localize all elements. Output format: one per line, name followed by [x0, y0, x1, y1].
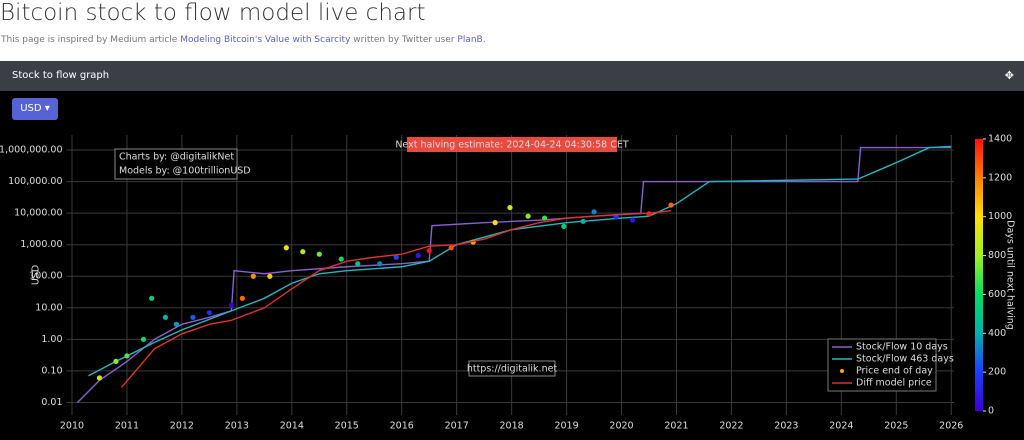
price-point [124, 353, 130, 359]
expand-icon[interactable]: ✥ [1004, 69, 1014, 82]
x-tick-label: 2026 [939, 421, 963, 432]
price-point [507, 204, 513, 211]
price-point [190, 314, 196, 320]
price-point [591, 209, 597, 215]
y-axis-label: USD [31, 265, 42, 285]
annotation-box [407, 137, 617, 152]
colorbar-title: Days until next halving [1005, 220, 1016, 330]
text: written by Twitter user [350, 35, 458, 45]
legend-label: Stock/Flow 10 days [856, 342, 948, 353]
chart: 0.01 0.10 1.00 10.00 100.00 1,000.00 10,000.00… [0, 134, 1016, 432]
colorbar-tick-label: 0 [988, 406, 994, 417]
price-point [492, 220, 498, 226]
y-tick-label: 10,000.00 [14, 208, 62, 219]
price-point [173, 321, 180, 327]
price-point [580, 218, 586, 224]
x-tick-label: 2021 [664, 421, 688, 432]
colorbar-tick-label: 1200 [988, 172, 1012, 183]
annotation: Charts by: @digitalikNet [119, 152, 234, 163]
price-point [149, 295, 155, 301]
x-tick-label: 2025 [884, 421, 908, 432]
price-point [140, 336, 147, 342]
x-tick-label: 2019 [554, 421, 578, 432]
price-point [561, 223, 567, 230]
price-point [96, 375, 103, 381]
annotation: https://digitalik.net [467, 364, 558, 375]
price-point [316, 251, 322, 257]
y-tick-label: 1.00 [41, 334, 62, 345]
price-point [162, 314, 169, 320]
x-tick-label: 2018 [500, 421, 524, 432]
price-point [338, 256, 344, 262]
colorbar-tick-label: 400 [988, 328, 1006, 339]
price-point [629, 217, 636, 223]
panel-title: Stock to flow graph [12, 70, 110, 81]
legend-label: Stock/Flow 463 days [856, 354, 954, 365]
colorbar-tick-label: 200 [988, 367, 1006, 378]
y-tick-label: 0.10 [41, 365, 62, 376]
link[interactable]: PlanB [457, 35, 483, 45]
legend-label: Price end of day [856, 366, 933, 377]
annotation-box [114, 148, 238, 180]
x-tick-label: 2014 [280, 421, 304, 432]
price-point [206, 310, 212, 316]
price-point [448, 245, 454, 251]
legend-label: Diff model price [856, 378, 932, 389]
annotation: Models by: @100trillionUSD [119, 166, 251, 177]
price-point [415, 253, 421, 259]
colorbar-tick-label: 800 [988, 250, 1006, 261]
colorbar-tick-label: 1000 [988, 211, 1012, 222]
legend-marker [840, 369, 844, 373]
x-tick-label: 2024 [829, 421, 853, 432]
x-tick-label: 2012 [170, 421, 194, 432]
panel-header: Stock to flow graph ✥ [0, 61, 1024, 91]
x-tick-label: 2013 [225, 421, 249, 432]
price-point [377, 261, 383, 267]
price-point [393, 254, 399, 260]
subtitle: This page is inspired by Medium article … [1, 35, 486, 45]
series-line [120, 209, 672, 388]
y-tick-label: 100,000.00 [8, 176, 62, 187]
price-point [355, 261, 361, 267]
x-tick-label: 2022 [719, 421, 743, 432]
annotation-box [468, 360, 556, 377]
y-tick-label: 100.00 [29, 271, 62, 282]
x-tick-label: 2023 [774, 421, 798, 432]
price-point [541, 215, 548, 221]
price-point [113, 358, 119, 364]
colorbar-tick-label: 600 [988, 289, 1006, 300]
x-tick-label: 2020 [609, 421, 633, 432]
price-point [300, 249, 306, 255]
x-tick-label: 2016 [390, 421, 414, 432]
x-tick-label: 2015 [335, 421, 359, 432]
price-point [426, 248, 432, 254]
colorbar-tick-label: 1400 [988, 134, 1012, 145]
price-point [250, 273, 256, 279]
x-tick-label: 2010 [60, 421, 84, 432]
price-point [283, 245, 289, 251]
y-tick-label: 1,000,000.00 [0, 145, 63, 156]
button-label: USD [20, 103, 42, 114]
price-point [613, 214, 619, 220]
colorbar [975, 139, 983, 411]
x-tick-label: 2011 [115, 421, 139, 432]
currency-button[interactable]: USD ▾ [12, 98, 58, 120]
price-point [525, 213, 531, 219]
price-point [267, 273, 273, 279]
series-line [76, 146, 952, 403]
price-point [228, 302, 234, 308]
price-point [668, 202, 674, 208]
annotation: Next halving estimate: 2024-04-24 04:30:… [395, 140, 629, 151]
y-tick-label: 10.00 [35, 302, 62, 313]
text: . [482, 35, 486, 45]
y-tick-label: 1,000.00 [20, 239, 62, 250]
price-point [239, 295, 245, 301]
page-title: Bitcoin stock to flow model live chart [0, 0, 426, 26]
text: This page is inspired by Medium article [1, 35, 181, 45]
link[interactable]: Modeling Bitcoin's Value with Scarcity [180, 35, 351, 45]
x-tick-label: 2017 [445, 421, 469, 432]
series-line [88, 145, 952, 377]
y-tick-label: 0.01 [41, 397, 62, 408]
